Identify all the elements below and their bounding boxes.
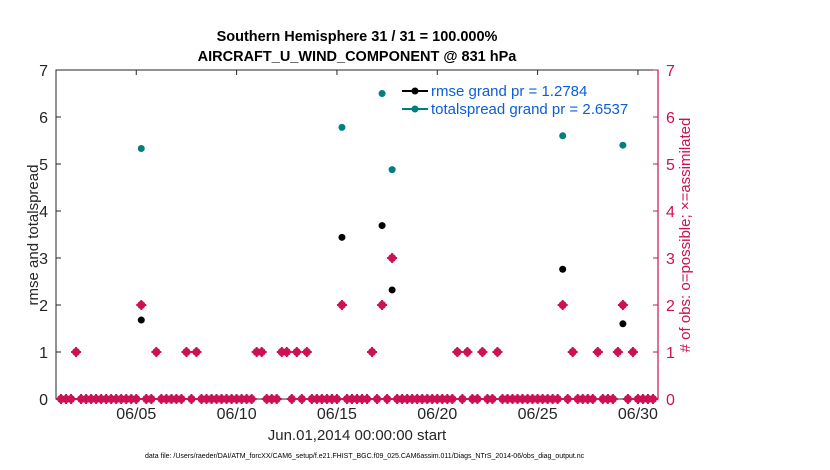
obs-assimilated-marker bbox=[562, 394, 573, 404]
obs-assimilated-marker bbox=[181, 347, 192, 357]
obs-assimilated-marker bbox=[552, 394, 563, 404]
y-axis-right-label: # of obs: o=possible; ×=assimilated bbox=[677, 118, 694, 353]
y-tick-label: 4 bbox=[39, 204, 48, 221]
obs-assimilated-marker bbox=[296, 394, 307, 404]
data-file-footer: data file: /Users/raeder/DAI/ATM_forcXX/… bbox=[145, 453, 585, 460]
obs-assimilated-marker bbox=[191, 347, 202, 357]
x-tick-label: 06/15 bbox=[317, 406, 357, 423]
totalspread-point bbox=[338, 123, 346, 131]
y-axis-right: 0 1 2 3 4 5 6 7 bbox=[653, 63, 675, 409]
obs-assimilated-marker bbox=[246, 394, 257, 404]
y-tick-label-right: 4 bbox=[666, 204, 675, 221]
chart-title-line2: AIRCRAFT_U_WIND_COMPONENT @ 831 hPa bbox=[198, 49, 518, 65]
rmse-point bbox=[338, 233, 346, 241]
totalspread-point bbox=[559, 132, 567, 140]
obs-assimilated-marker bbox=[372, 394, 383, 404]
obs-assimilated-marker bbox=[622, 394, 633, 404]
obs-assimilated-marker bbox=[387, 253, 398, 263]
obs-assimilated-marker bbox=[146, 394, 157, 404]
x-tick-label: 06/05 bbox=[116, 406, 156, 423]
obs-assimilated-marker bbox=[492, 347, 503, 357]
legend-rmse-label: rmse grand pr = 1.2784 bbox=[431, 83, 587, 100]
obs-assimilated-marker bbox=[477, 347, 488, 357]
totalspread-point bbox=[378, 90, 386, 97]
obs-assimilated-marker bbox=[131, 394, 142, 404]
obs-assimilated-marker bbox=[382, 394, 393, 404]
y-tick-label-right: 1 bbox=[666, 345, 675, 362]
obs-assimilated-marker bbox=[377, 300, 388, 310]
y-tick-label: 7 bbox=[39, 63, 48, 80]
obs-assimilated-marker bbox=[462, 347, 473, 357]
obs-assimilated-marker bbox=[612, 347, 623, 357]
totalspread-point bbox=[619, 141, 627, 149]
obs-assimilated-marker bbox=[557, 300, 568, 310]
obs-assimilated-marker bbox=[487, 394, 498, 404]
x-tick-label: 06/10 bbox=[217, 406, 257, 423]
y-tick-label-right: 2 bbox=[666, 298, 675, 315]
y-tick-label: 5 bbox=[39, 157, 48, 174]
obs-assimilated-marker bbox=[336, 300, 347, 310]
obs-assimilated-marker bbox=[592, 347, 603, 357]
obs-assimilated-marker bbox=[71, 347, 82, 357]
y-tick-label: 3 bbox=[39, 251, 48, 268]
y-tick-label: 2 bbox=[39, 298, 48, 315]
obs-assimilated-marker bbox=[647, 394, 658, 404]
x-tick-label: 06/25 bbox=[518, 406, 558, 423]
y-tick-label: 6 bbox=[39, 110, 48, 127]
y-tick-label: 0 bbox=[39, 392, 48, 409]
obs-assimilated-marker bbox=[607, 394, 618, 404]
rmse-series bbox=[137, 222, 627, 328]
y-tick-label-right: 0 bbox=[666, 392, 675, 409]
legend-totalspread-marker bbox=[411, 105, 419, 113]
obs-assimilated-marker bbox=[627, 347, 638, 357]
rmse-point bbox=[388, 286, 396, 294]
obs-assimilated-marker bbox=[291, 347, 302, 357]
y-tick-label: 1 bbox=[39, 345, 48, 362]
x-tick-label: 06/20 bbox=[417, 406, 457, 423]
x-axis-label: Jun.01,2014 00:00:00 start bbox=[268, 427, 447, 444]
obs-assimilated-marker bbox=[362, 394, 373, 404]
obs-assimilated-marker bbox=[271, 394, 282, 404]
obs-assimilated-marker bbox=[587, 394, 598, 404]
totalspread-point bbox=[137, 144, 145, 152]
rmse-point bbox=[137, 316, 145, 324]
chart-title-line1: Southern Hemisphere 31 / 31 = 100.000% bbox=[217, 29, 498, 45]
y-axis-label: rmse and totalspread bbox=[25, 165, 42, 306]
totalspread-point bbox=[388, 166, 396, 174]
legend-totalspread-label: totalspread grand pr = 2.6537 bbox=[431, 101, 628, 118]
rmse-point bbox=[619, 320, 627, 328]
legend-rmse-marker bbox=[411, 87, 419, 95]
obs-assimilated-marker bbox=[256, 347, 267, 357]
x-axis: 06/05 06/10 06/15 06/20 06/25 06/30 bbox=[116, 70, 658, 423]
obs-assimilated-marker bbox=[472, 394, 483, 404]
y-tick-label-right: 5 bbox=[666, 157, 675, 174]
obs-assimilated-marker bbox=[457, 394, 468, 404]
obs-count-series bbox=[56, 253, 658, 404]
obs-assimilated-marker bbox=[136, 300, 147, 310]
plot-area bbox=[55, 69, 659, 400]
obs-assimilated-marker bbox=[452, 347, 463, 357]
obs-assimilated-marker bbox=[447, 394, 458, 404]
obs-assimilated-marker bbox=[186, 394, 197, 404]
obs-assimilated-marker bbox=[176, 394, 187, 404]
y-tick-label-right: 7 bbox=[666, 63, 675, 80]
obs-assimilated-marker bbox=[301, 347, 312, 357]
legend: rmse grand pr = 1.2784 totalspread grand… bbox=[402, 83, 628, 118]
totalspread-series bbox=[137, 90, 627, 174]
y-tick-label-right: 6 bbox=[666, 110, 675, 127]
obs-assimilated-marker bbox=[567, 347, 578, 357]
rmse-point bbox=[559, 265, 567, 273]
obs-assimilated-marker bbox=[617, 300, 628, 310]
obs-assimilated-marker bbox=[281, 347, 292, 357]
rmse-point bbox=[378, 222, 386, 230]
y-tick-label-right: 3 bbox=[666, 251, 675, 268]
obs-assimilated-marker bbox=[151, 347, 162, 357]
obs-assimilated-marker bbox=[331, 394, 342, 404]
obs-assimilated-marker bbox=[66, 394, 77, 404]
x-tick-label: 06/30 bbox=[618, 406, 658, 423]
obs-assimilated-marker bbox=[286, 394, 297, 404]
obs-assimilated-marker bbox=[367, 347, 378, 357]
